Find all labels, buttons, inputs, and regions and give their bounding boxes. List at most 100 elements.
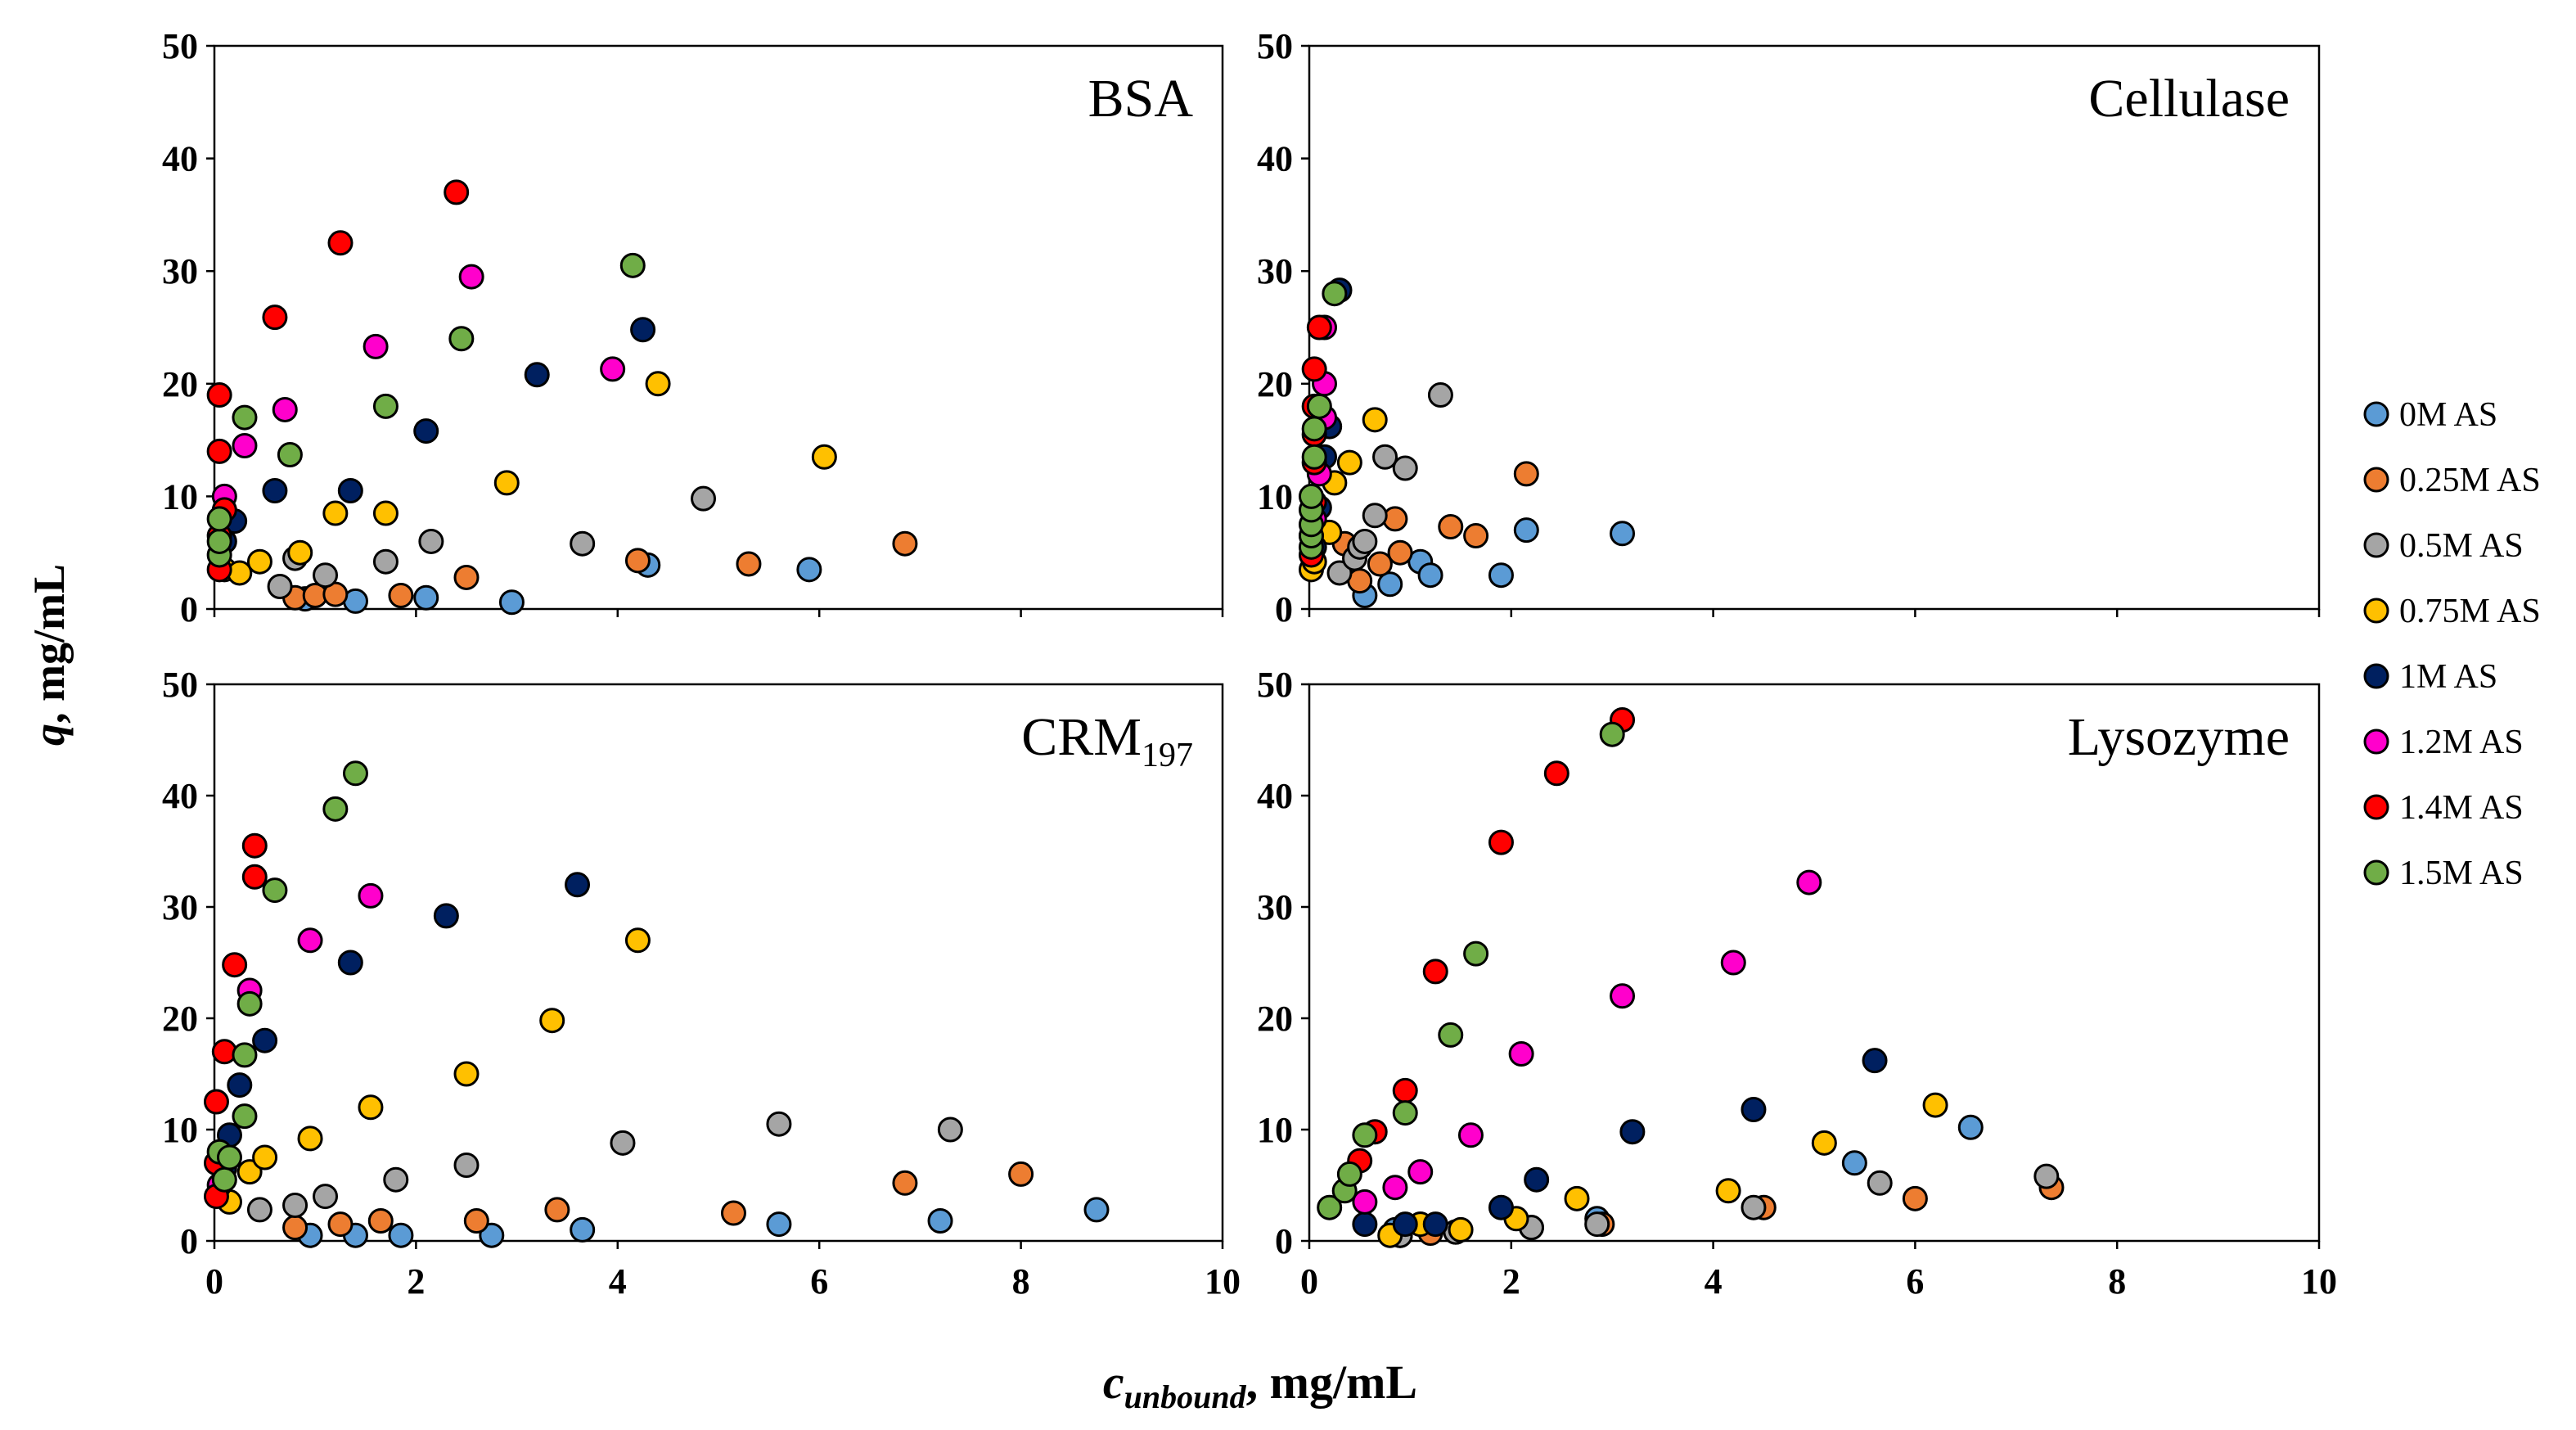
data-point-0_25M [367,1208,394,1234]
y-tick-label: 10 [162,1110,198,1150]
legend-label: 1.5M AS [2399,855,2524,892]
data-point-1_5M [1352,1122,1378,1148]
data-point-0_5M [418,528,444,554]
x-tick-label: 0 [1300,1261,1318,1301]
data-point-0_5M [1584,1211,1610,1238]
data-point-1_5M [372,393,399,419]
data-point-1_5M [216,1144,242,1171]
data-point-0_5M [383,1166,409,1193]
data-point-1_5M [1336,1161,1362,1187]
data-point-1_5M [342,760,368,787]
data-point-0M [1610,521,1636,547]
data-point-1M [413,418,439,444]
data-point-1M [1352,1211,1378,1238]
data-point-0_25M [1902,1185,1928,1211]
legend-marker [2363,794,2389,820]
data-point-1_4M [241,832,268,859]
data-point-1_5M [236,990,263,1017]
data-point-0_25M [624,548,651,574]
data-point-1M [1741,1097,1767,1123]
data-point-1M [337,478,363,504]
legend-label: 0.5M AS [2399,527,2524,565]
data-point-1_4M [327,230,354,256]
data-point-1_2M [1720,950,1746,976]
y-tick-label: 40 [162,139,198,179]
legend-label: 1M AS [2399,658,2497,696]
y-tick-label: 10 [1257,1110,1293,1150]
data-point-1_4M [1306,314,1332,341]
x-tick-label: 0 [205,1261,223,1301]
data-point-0_75M [246,548,272,575]
data-point-0M [1957,1114,1984,1140]
data-point-1M [1422,1211,1448,1238]
data-point-0_75M [645,371,671,397]
legend-label: 1.2M AS [2399,724,2524,761]
data-point-1_5M [1322,281,1348,307]
y-tick-label: 40 [1257,139,1293,179]
data-point-0M [1841,1150,1867,1176]
data-point-1_2M [1382,1175,1408,1201]
data-point-0_5M [2033,1163,2060,1189]
data-point-0_5M [1867,1170,1893,1196]
data-point-1M [1619,1119,1646,1145]
data-point-1M [1392,1211,1418,1238]
data-point-0M [388,1222,414,1248]
y-tick-label: 0 [1275,1221,1293,1261]
data-point-1M [337,950,363,976]
panel-lysozyme: 0 10 20 30 40 50 0 2 4 6 8 10 Lysozyme [1257,665,2337,1301]
data-point-1M [565,872,591,898]
data-point-0_75M [1715,1178,1741,1204]
data-point-0_75M [1448,1216,1474,1243]
data-point-0M [1083,1197,1110,1223]
y-tick-label: 50 [1257,26,1293,66]
data-point-0_75M [236,1159,263,1185]
data-point-1M [252,1027,278,1053]
data-point-1_5M [1438,1022,1464,1048]
x-tick-label: 6 [810,1261,828,1301]
data-point-1_2M [1610,983,1636,1009]
data-point-0_5M [1741,1194,1767,1220]
data-point-0M [498,589,525,616]
data-point-1_2M [1457,1122,1484,1148]
data-point-0_5M [1392,455,1418,481]
data-point-1_5M [1317,1194,1343,1220]
legend-marker [2363,729,2389,755]
data-point-1_4M [241,864,268,890]
data-point-0_75M [372,500,399,526]
data-point-1_2M [363,333,389,359]
data-point-0_75M [624,927,651,954]
y-tick-label: 30 [162,251,198,291]
data-point-1_2M [458,264,484,290]
data-point-0_75M [1362,407,1388,433]
data-point-0_25M [1438,514,1464,540]
data-point-1_5M [277,441,303,467]
panel-bsa: 0 10 20 30 40 50 BSA [162,26,1224,629]
data-point-0_5M [937,1116,963,1143]
data-point-0_75M [811,444,837,470]
data-point-1_4M [222,952,248,978]
data-point-1_5M [1463,941,1489,967]
plot-frame [213,44,1224,611]
data-point-1_5M [1301,416,1327,442]
data-point-1_2M [232,432,258,458]
data-point-0_25M [1463,523,1489,549]
y-tick-label: 10 [162,476,198,517]
x-tick-label: 10 [2301,1261,2337,1301]
data-point-0M [1377,571,1403,598]
data-point-0_25M [1387,539,1413,566]
data-point-0_25M [388,582,414,608]
data-point-0_5M [1352,528,1378,554]
data-point-0_5M [1362,503,1388,529]
data-point-1_5M [1301,444,1327,470]
y-tick-label: 50 [1257,665,1293,705]
y-tick-label: 0 [180,1221,198,1261]
data-point-0M [796,557,822,583]
y-tick-label: 30 [162,887,198,927]
data-point-0_25M [463,1208,489,1234]
x-tick-label: 10 [1205,1261,1241,1301]
data-point-0_75M [297,1126,323,1152]
panel-title: BSA [1088,69,1194,129]
data-point-1_4M [444,179,470,205]
data-point-1_2M [358,882,384,909]
